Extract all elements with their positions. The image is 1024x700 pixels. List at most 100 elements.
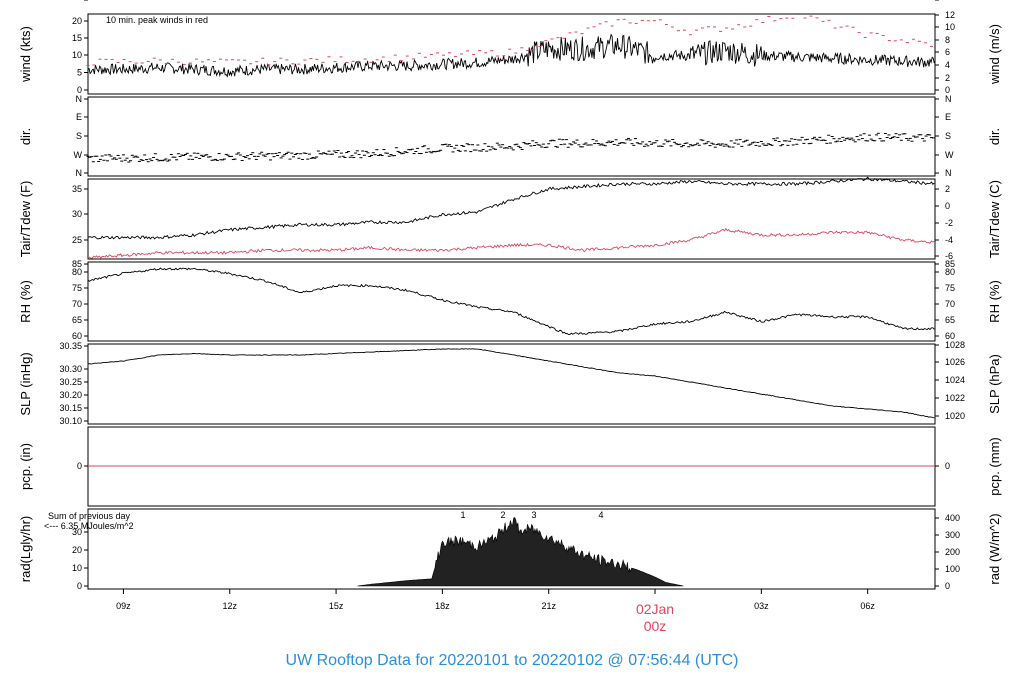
rh-ytick-label: 85 bbox=[72, 259, 82, 269]
slp-ytick-right-label: 1028 bbox=[945, 340, 965, 350]
temp-ylabel-right: Tair/Tdew (C) bbox=[987, 180, 1002, 258]
rh-frame bbox=[87, 261, 936, 342]
slp-ytick-label: 30.25 bbox=[59, 377, 82, 387]
rad-ytick-right-label: 0 bbox=[945, 581, 950, 591]
rh-ytick-right-label: 75 bbox=[945, 283, 955, 293]
solar-marker: 3 bbox=[531, 510, 536, 520]
solar-marker: 2 bbox=[500, 510, 505, 520]
rh-ytick-right-label: 80 bbox=[945, 267, 955, 277]
pcp-ytick-label: 0 bbox=[77, 461, 82, 471]
rad-ytick-label: 10 bbox=[72, 563, 82, 573]
slp-ytick-label: 30.10 bbox=[59, 416, 82, 426]
temp-ytick-right-label: -4 bbox=[945, 235, 953, 245]
rad-ytick-right-label: 100 bbox=[945, 564, 960, 574]
temp-ytick-right-label: 0 bbox=[945, 201, 950, 211]
x-tick-label: 03z bbox=[754, 601, 769, 611]
x-tick-label: 21z bbox=[541, 601, 556, 611]
dir-ytick-label: W bbox=[74, 150, 83, 160]
rh-ytick-right-label: 70 bbox=[945, 299, 955, 309]
wind-ylabel: wind (kts) bbox=[18, 26, 33, 83]
temp-frame bbox=[87, 178, 936, 260]
temp-ytick-right-label: -2 bbox=[945, 218, 953, 228]
tair-series bbox=[87, 176, 935, 240]
dir-ytick-label: S bbox=[76, 131, 82, 141]
dir-ytick-right-label: W bbox=[945, 150, 954, 160]
footer-title: UW Rooftop Data for 20220101 to 20220102… bbox=[286, 652, 739, 669]
slp-ytick-label: 30.15 bbox=[59, 403, 82, 413]
rh-ytick-right-label: 90 bbox=[945, 0, 955, 2]
dir-ytick-label: N bbox=[76, 94, 83, 104]
slp-ylabel-right: SLP (hPa) bbox=[987, 354, 1002, 414]
tdew-series bbox=[87, 227, 935, 259]
wind-ytick-right-label: 8 bbox=[945, 35, 950, 45]
wind-ytick-right-label: 12 bbox=[945, 10, 955, 20]
x-tick-label: 18z bbox=[435, 601, 450, 611]
wind-ytick-right-label: 6 bbox=[945, 47, 950, 57]
sum-previous-day-value: <--- 6.35 MJoules/m^2 bbox=[44, 521, 134, 531]
dir-ytick-right-label: E bbox=[945, 112, 951, 122]
rh-ytick-label: 60 bbox=[72, 331, 82, 341]
rh-ylabel: RH (%) bbox=[18, 280, 33, 323]
x-tick-label: 06z bbox=[860, 601, 875, 611]
wind-frame bbox=[87, 13, 936, 95]
wind-ytick-label: 20 bbox=[72, 16, 82, 26]
rh-ytick-right-label: 65 bbox=[945, 315, 955, 325]
wind-ylabel-right: wind (m/s) bbox=[987, 24, 1002, 85]
slp-ytick-right-label: 1020 bbox=[945, 411, 965, 421]
rad-ytick-right-label: 300 bbox=[945, 530, 960, 540]
rh-ytick-right-label: 60 bbox=[945, 331, 955, 341]
wind-ytick-label: 0 bbox=[77, 85, 82, 95]
rh-ylabel-right: RH (%) bbox=[987, 280, 1002, 323]
wind-ytick-label: 5 bbox=[77, 68, 82, 78]
temp-ytick-right-label: -6 bbox=[945, 251, 953, 261]
pcp-ylabel-right: pcp. (mm) bbox=[987, 437, 1002, 496]
slp-ytick-right-label: 1024 bbox=[945, 375, 965, 385]
solar-marker: 1 bbox=[460, 510, 465, 520]
temp-ytick-label: 30 bbox=[72, 209, 82, 219]
slp-ylabel: SLP (inHg) bbox=[18, 352, 33, 415]
dir-ylabel-right: dir. bbox=[987, 128, 1002, 145]
rad-ytick-right-label: 200 bbox=[945, 547, 960, 557]
dir-ylabel: dir. bbox=[18, 128, 33, 145]
slp-ytick-label: 30.35 bbox=[59, 341, 82, 351]
wind-ytick-right-label: 2 bbox=[945, 73, 950, 83]
slp-ytick-right-label: 1022 bbox=[945, 393, 965, 403]
wind-ytick-right-label: 0 bbox=[945, 85, 950, 95]
wind-ytick-label: 15 bbox=[72, 33, 82, 43]
sum-previous-day-label: Sum of previous day bbox=[48, 511, 131, 521]
dir-ytick-right-label: S bbox=[945, 131, 951, 141]
wind-ytick-right-label: 10 bbox=[945, 22, 955, 32]
x-tick-label: 15z bbox=[329, 601, 344, 611]
x-tick-label: 09z bbox=[116, 601, 131, 611]
rad-ylabel: rad(Lgly/hr) bbox=[18, 516, 33, 582]
rad-ytick-label: 20 bbox=[72, 545, 82, 555]
dir-ytick-right-label: N bbox=[945, 168, 952, 178]
pcp-ylabel: pcp. (in) bbox=[18, 443, 33, 490]
x-tick-label: 12z bbox=[222, 601, 237, 611]
wind-ytick-right-label: 4 bbox=[945, 60, 950, 70]
temp-ytick-right-label: 2 bbox=[945, 184, 950, 194]
rad-ytick-label: 30 bbox=[72, 527, 82, 537]
rad-series bbox=[357, 517, 684, 587]
rad-ytick-label: 0 bbox=[77, 581, 82, 591]
rh-ytick-label: 65 bbox=[72, 315, 82, 325]
x-axis bbox=[122, 589, 869, 594]
slp-frame bbox=[87, 343, 936, 425]
rh-ytick-right-label: 85 bbox=[945, 259, 955, 269]
dir-frame bbox=[87, 96, 936, 177]
rad-ylabel-right: rad (W/m^2) bbox=[987, 513, 1002, 584]
rh-ytick-label: 70 bbox=[72, 299, 82, 309]
slp-ytick-label: 30.30 bbox=[59, 364, 82, 374]
slp-ytick-label: 30.20 bbox=[59, 390, 82, 400]
dir-ytick-right-label: N bbox=[945, 94, 952, 104]
temp-ytick-label: 25 bbox=[72, 235, 82, 245]
wind-series bbox=[87, 33, 935, 78]
dir-ytick-label: E bbox=[76, 112, 82, 122]
pcp-ytick-right-label: 0 bbox=[945, 461, 950, 471]
temp-ylabel: Tair/Tdew (F) bbox=[18, 181, 33, 258]
dir-ytick-label: N bbox=[76, 168, 83, 178]
panels: wind (kts) wind (m/s)0510152002468101210 … bbox=[18, 0, 1002, 634]
rh-ytick-label: 90 bbox=[72, 0, 82, 2]
x-date-label: 02Jan bbox=[636, 601, 674, 617]
peak-winds-note: 10 min. peak winds in red bbox=[106, 15, 208, 25]
